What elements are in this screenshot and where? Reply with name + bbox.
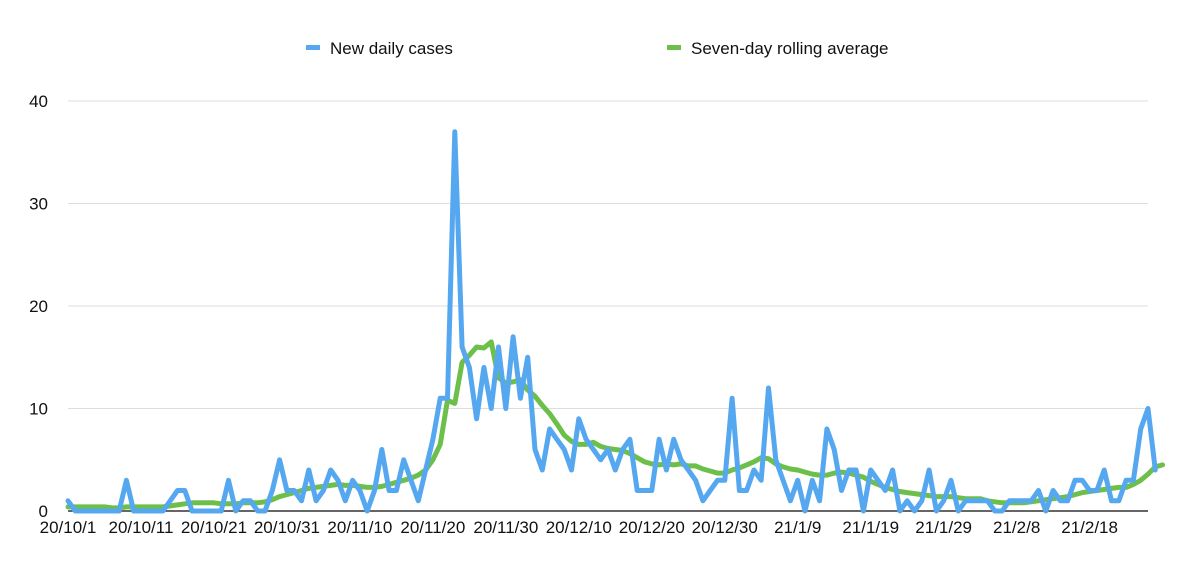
y-tick-label: 30 [29, 195, 48, 214]
x-tick-label: 21/2/18 [1061, 518, 1118, 537]
x-tick-label: 20/10/1 [40, 518, 97, 537]
x-tick-label: 20/11/10 [327, 518, 392, 537]
x-tick-label: 21/2/8 [993, 518, 1040, 537]
y-tick-label: 40 [29, 92, 48, 111]
y-tick-label: 10 [29, 400, 48, 419]
legend-label-new-daily-cases: New daily cases [330, 39, 453, 58]
y-axis-tick-labels: 0 10 20 30 40 [29, 92, 48, 521]
x-axis-tick-labels: 20/10/1 20/10/11 20/10/21 20/10/31 20/11/10 2… [40, 518, 1118, 537]
x-tick-label: 20/10/31 [254, 518, 320, 537]
x-tick-label: 21/1/19 [842, 518, 899, 537]
series-line-new-daily-cases [65, 129, 1158, 514]
series-lines [65, 129, 1166, 514]
legend-label-seven-day-average: Seven-day rolling average [691, 39, 889, 58]
x-tick-label: 20/11/20 [400, 518, 465, 537]
legend: New daily cases Seven-day rolling averag… [306, 39, 889, 58]
x-tick-label: 20/12/10 [546, 518, 612, 537]
y-tick-label: 20 [29, 297, 48, 316]
legend-swatch-seven-day-average [667, 45, 681, 50]
x-tick-label: 21/1/9 [774, 518, 821, 537]
series-line-seven-day-average [65, 339, 1166, 511]
x-tick-label: 20/11/30 [473, 518, 538, 537]
y-tick-label: 0 [39, 502, 48, 521]
x-tick-label: 21/1/29 [915, 518, 972, 537]
x-tick-label: 20/12/20 [619, 518, 685, 537]
x-tick-label: 20/10/21 [181, 518, 247, 537]
x-tick-label: 20/10/11 [109, 518, 174, 537]
x-tick-label: 20/12/30 [692, 518, 758, 537]
legend-swatch-new-daily-cases [306, 45, 320, 50]
gridlines [68, 100, 1148, 512]
